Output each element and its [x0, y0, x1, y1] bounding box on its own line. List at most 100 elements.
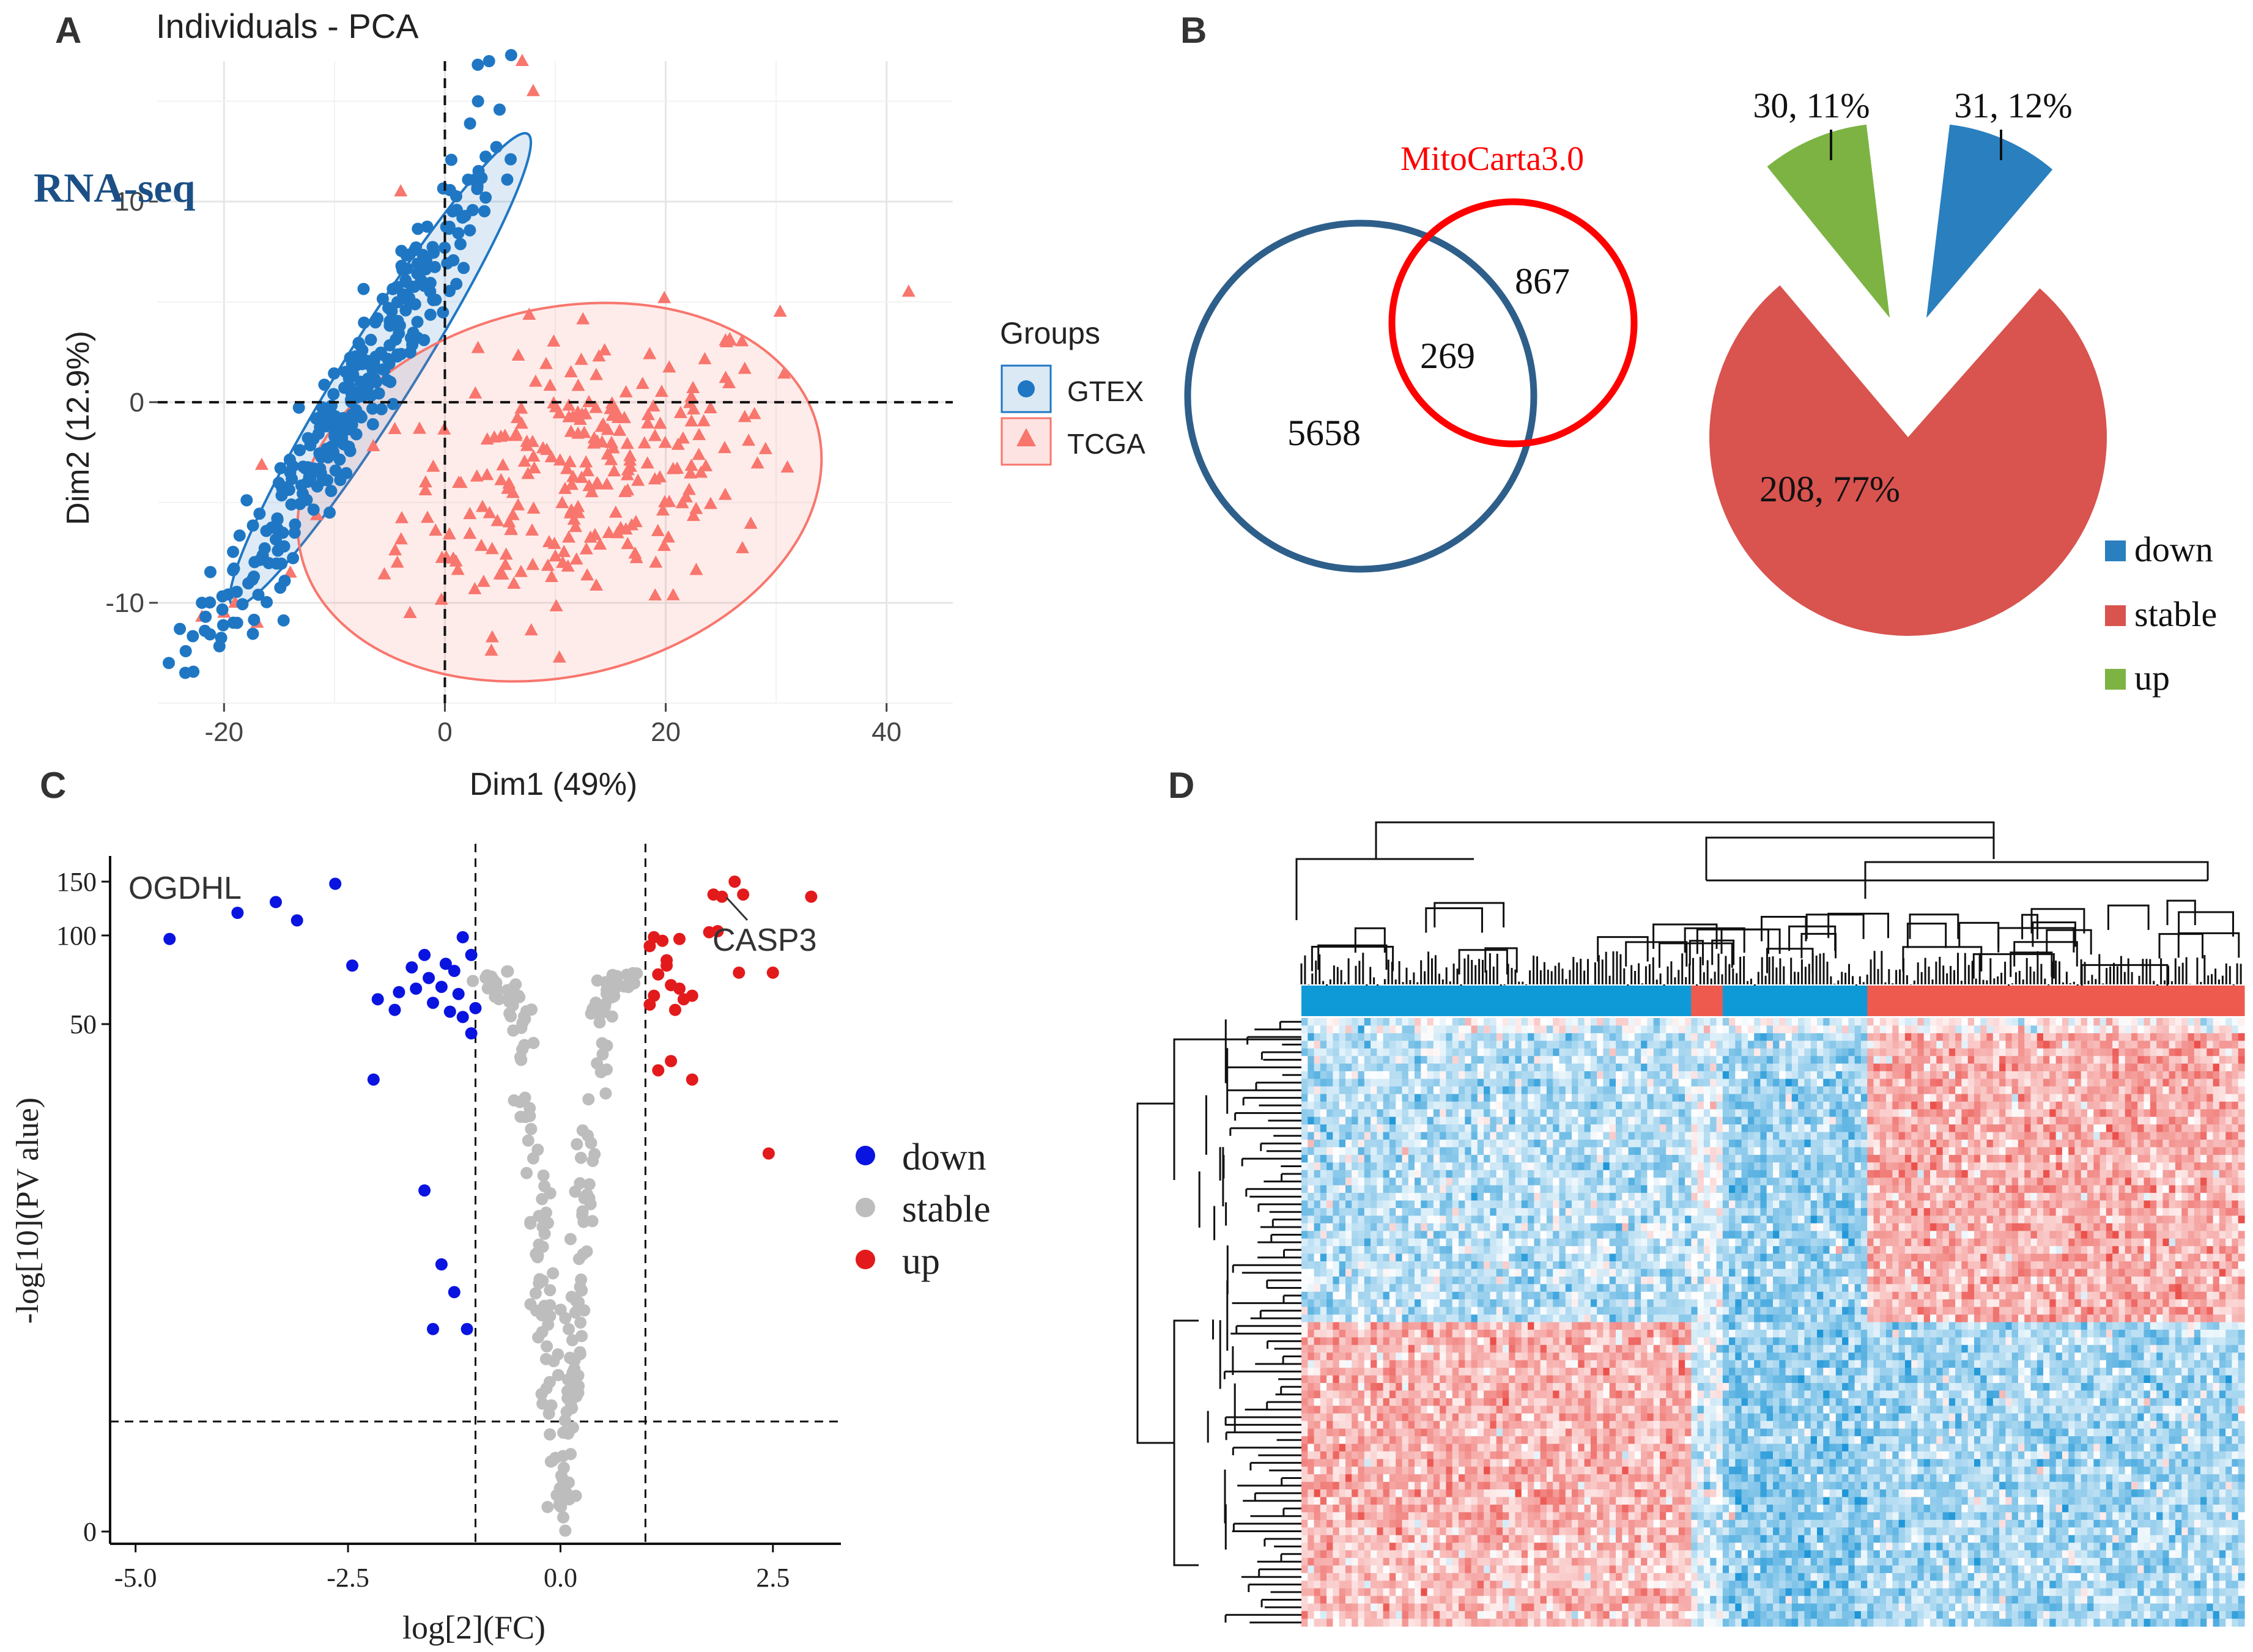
pie-legend-swatch-stable [2105, 605, 2126, 626]
heatmap-cell [1433, 1132, 1440, 1140]
heatmap-cell [1716, 1178, 1723, 1186]
heatmap-cell [1729, 1071, 1736, 1080]
heatmap-cell [2162, 1109, 2170, 1118]
volcano-point-stable [585, 1137, 597, 1149]
heatmap-cell [2112, 1056, 2119, 1064]
tcga-point [697, 414, 711, 427]
tcga-point [621, 537, 635, 550]
heatmap-cell [2162, 1170, 2170, 1178]
heatmap-cell [1785, 1154, 1792, 1163]
heatmap-cell [2030, 1094, 2038, 1102]
heatmap-cell [2018, 1056, 2025, 1064]
heatmap-cell [1377, 1170, 1384, 1178]
tcga-point [429, 523, 443, 536]
tcga-point [507, 577, 521, 589]
volcano-point-stable [571, 1138, 583, 1151]
heatmap-cell [1553, 1048, 1560, 1056]
volcano-point-stable [576, 1205, 589, 1218]
heatmap-cell [1452, 1063, 1459, 1072]
heatmap-cell [1452, 1170, 1459, 1178]
heatmap-cell [1459, 1048, 1465, 1056]
heatmap-cell [1490, 1170, 1497, 1178]
heatmap-cell [1616, 1170, 1622, 1178]
heatmap-cell [2194, 1094, 2201, 1102]
heatmap-cell [2219, 1116, 2226, 1125]
heatmap-cell [2169, 1170, 2176, 1178]
gtex-point [227, 564, 240, 577]
heatmap-cell [1603, 1033, 1610, 1041]
heatmap-cell [1415, 1086, 1421, 1094]
heatmap-cell [1389, 1109, 1396, 1118]
heatmap-cell [1616, 1048, 1622, 1056]
gtex-point [483, 55, 495, 67]
heatmap-cell [1766, 1132, 1774, 1140]
heatmap-cell [1955, 1147, 1962, 1156]
heatmap-cell [1603, 1071, 1610, 1080]
heatmap-cell [1697, 1185, 1704, 1193]
tcga-point [525, 435, 539, 448]
heatmap-cell [1697, 1079, 1704, 1087]
heatmap-cell [1440, 1048, 1447, 1056]
heatmap-cell [1358, 1140, 1365, 1148]
heatmap-cell [1773, 1048, 1780, 1056]
tcga-point [580, 568, 594, 581]
heatmap-cell [2219, 1063, 2226, 1072]
heatmap-cell [1697, 1025, 1704, 1034]
heatmap-cell [1779, 1056, 1786, 1064]
heatmap-cell [1672, 1056, 1679, 1064]
heatmap-cell [1326, 1041, 1333, 1049]
heatmap-cell [2037, 1048, 2044, 1056]
heatmap-cell [1490, 1056, 1497, 1064]
heatmap-cell [1484, 1079, 1490, 1087]
heatmap-cell [1339, 1162, 1346, 1171]
heatmap-cell [1785, 1178, 1792, 1186]
heatmap-cell [1980, 1071, 1988, 1080]
heatmap-cell [1854, 1041, 1862, 1049]
tcga-point [549, 599, 563, 611]
heatmap-cell [2169, 1071, 2176, 1080]
heatmap-cell [2156, 1018, 2163, 1026]
heatmap-cell [1609, 1154, 1616, 1163]
heatmap-cell [1603, 1162, 1610, 1171]
heatmap-cell [1936, 1056, 1944, 1064]
heatmap-cell [2162, 1048, 2170, 1056]
heatmap-cell [1484, 1147, 1490, 1156]
heatmap-cell [1980, 1132, 1988, 1140]
volcano-point-stable [544, 1310, 557, 1322]
heatmap-cell [1955, 1018, 1962, 1026]
heatmap-cell [2030, 1162, 2038, 1171]
gtex-point [424, 276, 437, 289]
heatmap-cell [1860, 1109, 1868, 1118]
heatmap-cell [1484, 1086, 1490, 1094]
heatmap-cell [1616, 1071, 1622, 1080]
heatmap-cell [1817, 1109, 1824, 1118]
heatmap-cell [1509, 1086, 1516, 1094]
heatmap-cell [2181, 1109, 2189, 1118]
heatmap-cell [1584, 1116, 1591, 1125]
heatmap-cell [1961, 1132, 1969, 1140]
heatmap-cell [1785, 1140, 1792, 1148]
heatmap-cell [1515, 1185, 1522, 1193]
heatmap-cell [2087, 1079, 2094, 1087]
heatmap-cell [1955, 1170, 1962, 1178]
volcano-point-stable [582, 1093, 595, 1105]
volcano-x-tick-label: 2.5 [756, 1563, 790, 1593]
heatmap-cell [1578, 1140, 1585, 1148]
heatmap-cell [1622, 1041, 1629, 1049]
heatmap-cell [1308, 1048, 1315, 1056]
heatmap-cell [1980, 1193, 1988, 1201]
heatmap-cell [1408, 1086, 1415, 1094]
heatmap-cell [1999, 1071, 2006, 1080]
gtex-point [236, 598, 249, 611]
heatmap-cell [1408, 1041, 1415, 1049]
heatmap-cell [1484, 1170, 1490, 1178]
heatmap-cell [1389, 1124, 1396, 1133]
heatmap-cell [2213, 1018, 2220, 1026]
heatmap-cell [2087, 1147, 2094, 1156]
heatmap-cell [1584, 1193, 1591, 1201]
heatmap-cell [1666, 1178, 1673, 1186]
tcga-point [689, 501, 703, 514]
heatmap-cell [2150, 1094, 2157, 1102]
heatmap-cell [1773, 1109, 1780, 1118]
heatmap-cell [2118, 1185, 2126, 1193]
